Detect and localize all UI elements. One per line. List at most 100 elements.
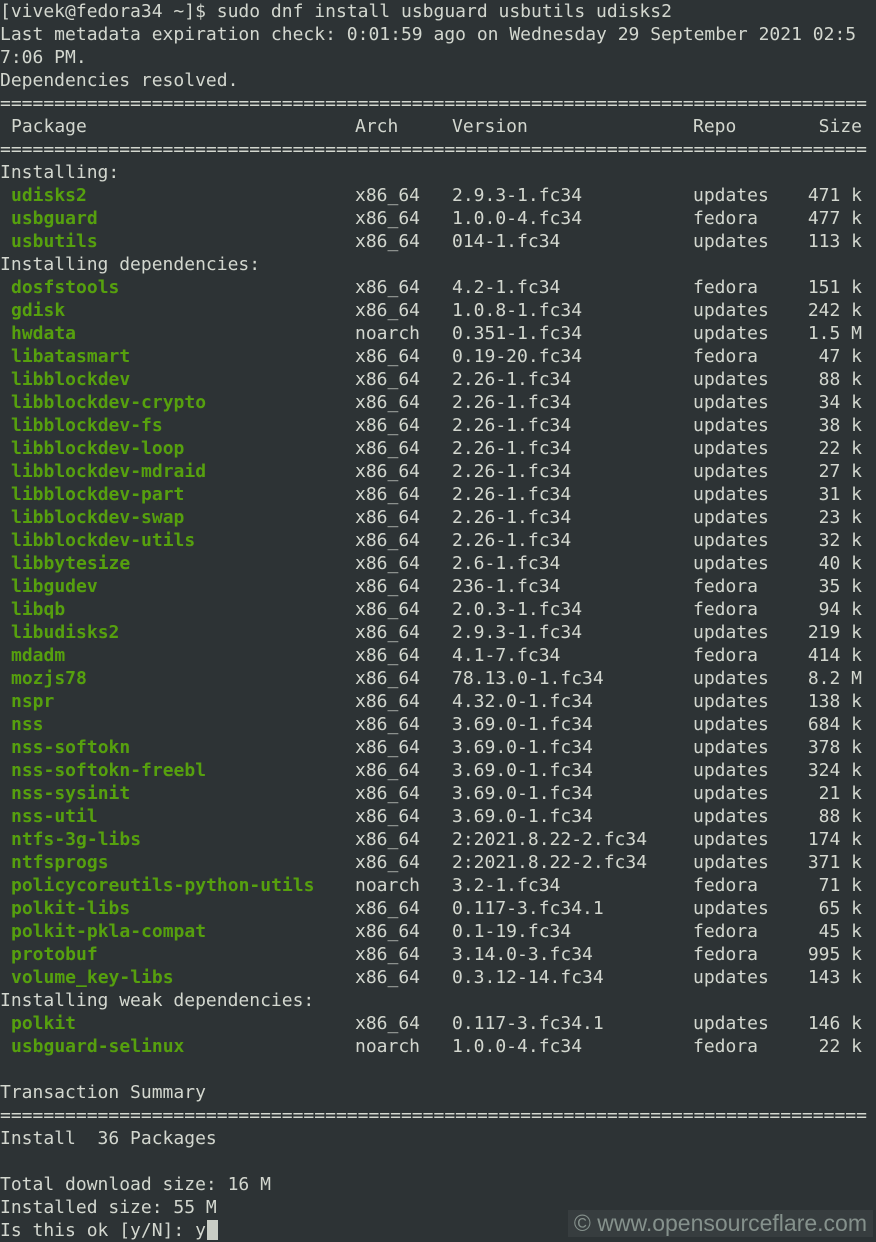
package-name: polkit-pkla-compat — [11, 921, 207, 942]
package-version: 3.14.0-3.fc34 — [452, 944, 593, 965]
package-repo: updates — [693, 415, 769, 436]
package-version: 3.69.0-1.fc34 — [452, 737, 593, 758]
package-name: nspr — [11, 691, 55, 712]
confirm-prompt-line[interactable]: Is this ok [y/N]: y — [0, 1219, 876, 1242]
package-size: 21 k — [818, 783, 862, 804]
package-row: libblockdev-fs x86_64 2.26-1.fc34 updates 38… — [0, 414, 876, 437]
package-repo: updates — [693, 461, 769, 482]
shell-prompt: [vivek@fedora34 ~]$ — [0, 1, 217, 22]
package-name: nss-softokn-freebl — [11, 760, 207, 781]
package-row: ntfsprogs x86_64 2:2021.8.22-2.fc34 updates… — [0, 851, 876, 874]
separator-line: ========================================… — [0, 139, 867, 160]
package-version: 1.0.0-4.fc34 — [452, 208, 583, 229]
package-repo: updates — [693, 438, 769, 459]
package-name: usbutils — [11, 231, 98, 252]
metadata-line-1: Last metadata expiration check: 0:01:59 … — [0, 24, 857, 45]
package-arch: x86_64 — [355, 415, 421, 436]
package-name: nss — [11, 714, 44, 735]
package-arch: x86_64 — [355, 714, 421, 735]
package-arch: x86_64 — [355, 783, 421, 804]
package-row: volume_key-libs x86_64 0.3.12-14.fc34 updat… — [0, 966, 876, 989]
package-repo: updates — [693, 668, 769, 689]
package-arch: x86_64 — [355, 737, 421, 758]
package-repo: updates — [693, 737, 769, 758]
package-arch: noarch — [355, 1036, 421, 1057]
package-version: 2.26-1.fc34 — [452, 484, 572, 505]
package-arch: x86_64 — [355, 369, 421, 390]
package-size: 34 k — [818, 392, 862, 413]
package-repo: updates — [693, 829, 769, 850]
package-repo: fedora — [693, 576, 759, 597]
package-size: 65 k — [818, 898, 862, 919]
package-arch: x86_64 — [355, 530, 421, 551]
package-name: libblockdev-utils — [11, 530, 196, 551]
package-arch: x86_64 — [355, 438, 421, 459]
separator-line: ========================================… — [0, 93, 867, 114]
package-version: 2.26-1.fc34 — [452, 438, 572, 459]
package-arch: x86_64 — [355, 622, 421, 643]
typed-command: sudo dnf install usbguard usbutils udisk… — [216, 1, 672, 22]
package-version: 0.1-19.fc34 — [452, 921, 572, 942]
package-row: polkit-libs x86_64 0.117-3.fc34.1 updates 65… — [0, 897, 876, 920]
package-name: hwdata — [11, 323, 77, 344]
package-row: libudisks2 x86_64 2.9.3-1.fc34 updates 219 k — [0, 621, 876, 644]
header-version: Version — [452, 116, 528, 137]
package-version: 2.26-1.fc34 — [452, 369, 572, 390]
package-arch: x86_64 — [355, 599, 421, 620]
package-arch: x86_64 — [355, 346, 421, 367]
package-name: usbguard-selinux — [11, 1036, 185, 1057]
package-size: 324 k — [807, 760, 862, 781]
package-version: 014-1.fc34 — [452, 231, 561, 252]
package-size: 22 k — [818, 1036, 862, 1057]
package-size: 1.5 M — [807, 323, 862, 344]
package-size: 219 k — [807, 622, 862, 643]
package-name: nss-sysinit — [11, 783, 131, 804]
package-repo: fedora — [693, 599, 759, 620]
package-version: 1.0.0-4.fc34 — [452, 1036, 583, 1057]
section-label: Installing: — [0, 162, 120, 183]
package-version: 0.117-3.fc34.1 — [452, 1013, 604, 1034]
package-row: nss-softokn x86_64 3.69.0-1.fc34 updates 378… — [0, 736, 876, 759]
terminal-cursor[interactable] — [206, 1220, 218, 1240]
package-repo: updates — [693, 323, 769, 344]
package-repo: updates — [693, 852, 769, 873]
package-repo: updates — [693, 553, 769, 574]
package-version: 2:2021.8.22-2.fc34 — [452, 852, 648, 873]
package-row: libatasmart x86_64 0.19-20.fc34 fedora 47 k — [0, 345, 876, 368]
package-row: dosfstools x86_64 4.2-1.fc34 fedora 151 k — [0, 276, 876, 299]
package-arch: x86_64 — [355, 967, 421, 988]
package-size: 27 k — [818, 461, 862, 482]
package-version: 3.2-1.fc34 — [452, 875, 561, 896]
package-row: polkit x86_64 0.117-3.fc34.1 updates 146 k — [0, 1012, 876, 1035]
package-arch: x86_64 — [355, 484, 421, 505]
package-row: libqb x86_64 2.0.3-1.fc34 fedora 94 k — [0, 598, 876, 621]
package-size: 22 k — [818, 438, 862, 459]
package-version: 2.26-1.fc34 — [452, 415, 572, 436]
package-size: 38 k — [818, 415, 862, 436]
package-size: 995 k — [807, 944, 862, 965]
package-name: udisks2 — [11, 185, 87, 206]
package-row: libblockdev-swap x86_64 2.26-1.fc34 updates… — [0, 506, 876, 529]
package-name: ntfs-3g-libs — [11, 829, 142, 850]
package-row: libblockdev-mdraid x86_64 2.26-1.fc34 updat… — [0, 460, 876, 483]
package-name: nss-softokn — [11, 737, 131, 758]
package-name: policycoreutils-python-utils — [11, 875, 315, 896]
package-repo: updates — [693, 1013, 769, 1034]
package-name: libblockdev — [11, 369, 131, 390]
package-name: libatasmart — [11, 346, 131, 367]
package-name: usbguard — [11, 208, 98, 229]
package-size: 31 k — [818, 484, 862, 505]
package-version: 236-1.fc34 — [452, 576, 561, 597]
package-version: 2.9.3-1.fc34 — [452, 185, 583, 206]
package-repo: updates — [693, 530, 769, 551]
package-size: 414 k — [807, 645, 862, 666]
package-size: 23 k — [818, 507, 862, 528]
package-repo: updates — [693, 691, 769, 712]
package-repo: updates — [693, 967, 769, 988]
package-repo: fedora — [693, 346, 759, 367]
blank-line — [0, 1150, 876, 1173]
package-row: ntfs-3g-libs x86_64 2:2021.8.22-2.fc34 upda… — [0, 828, 876, 851]
package-size: 684 k — [807, 714, 862, 735]
package-arch: x86_64 — [355, 852, 421, 873]
